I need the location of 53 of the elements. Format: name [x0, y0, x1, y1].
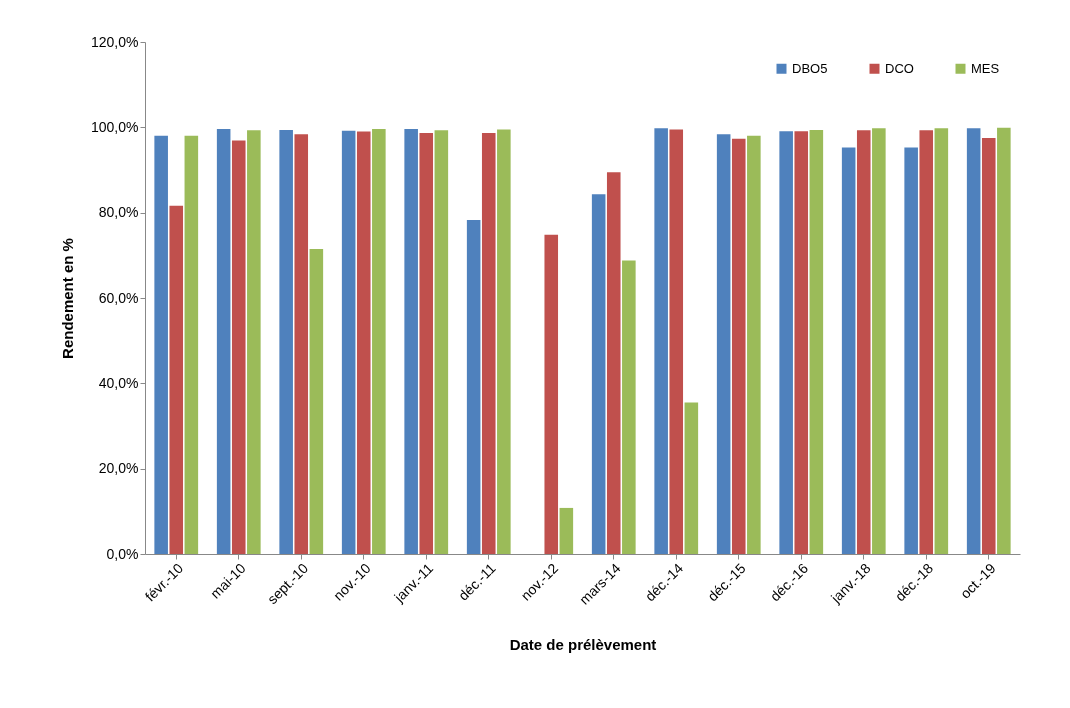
bar: [372, 129, 386, 554]
bar: [684, 402, 699, 554]
bar: [466, 219, 481, 554]
x-axis-title: Date de prélèvement: [509, 635, 657, 653]
y-tick-label: 80,0%: [98, 204, 139, 221]
bar: [497, 129, 511, 554]
bar: [731, 138, 746, 554]
bar: [434, 130, 449, 554]
bar: [966, 128, 981, 554]
bar: [404, 129, 418, 554]
bar: [231, 140, 246, 554]
y-tick-label: 40,0%: [98, 374, 139, 391]
y-tick-label: 100,0%: [91, 118, 139, 135]
bar: [279, 129, 293, 554]
y-tick-label: 20,0%: [98, 460, 139, 477]
bar: [934, 128, 949, 554]
bar: [419, 132, 434, 554]
bar: [794, 131, 809, 554]
bar: [622, 260, 636, 554]
bar: [809, 129, 824, 554]
bar: [997, 127, 1011, 554]
bar: [216, 129, 231, 554]
y-tick-label: 120,0%: [91, 33, 139, 50]
bar: [841, 147, 856, 554]
legend-label: MES: [971, 60, 1000, 76]
bar: [559, 507, 574, 554]
bar: [716, 134, 731, 554]
bar: [919, 130, 934, 554]
legend-label: DCO: [885, 60, 914, 76]
bar: [747, 135, 761, 554]
bar: [169, 205, 184, 554]
bar: [247, 130, 261, 554]
bar: [341, 130, 356, 554]
bar: [591, 194, 606, 554]
bar: [481, 132, 496, 554]
bar: [872, 128, 886, 554]
bar: [544, 234, 559, 554]
bar: [294, 134, 309, 554]
bar: [856, 130, 871, 554]
bar: [606, 172, 621, 554]
y-tick-label: 0,0%: [106, 545, 139, 562]
bar: [904, 147, 918, 554]
bar: [779, 131, 793, 554]
y-tick-label: 60,0%: [98, 289, 139, 306]
bar: [184, 135, 199, 554]
bar: [309, 248, 324, 554]
bar: [981, 138, 996, 554]
y-axis-title: Rendement en %: [59, 238, 77, 359]
bar: [356, 131, 371, 554]
bar: [669, 129, 684, 554]
bar: [154, 135, 168, 554]
legend-label: DBO5: [792, 60, 828, 76]
bar: [654, 128, 668, 554]
